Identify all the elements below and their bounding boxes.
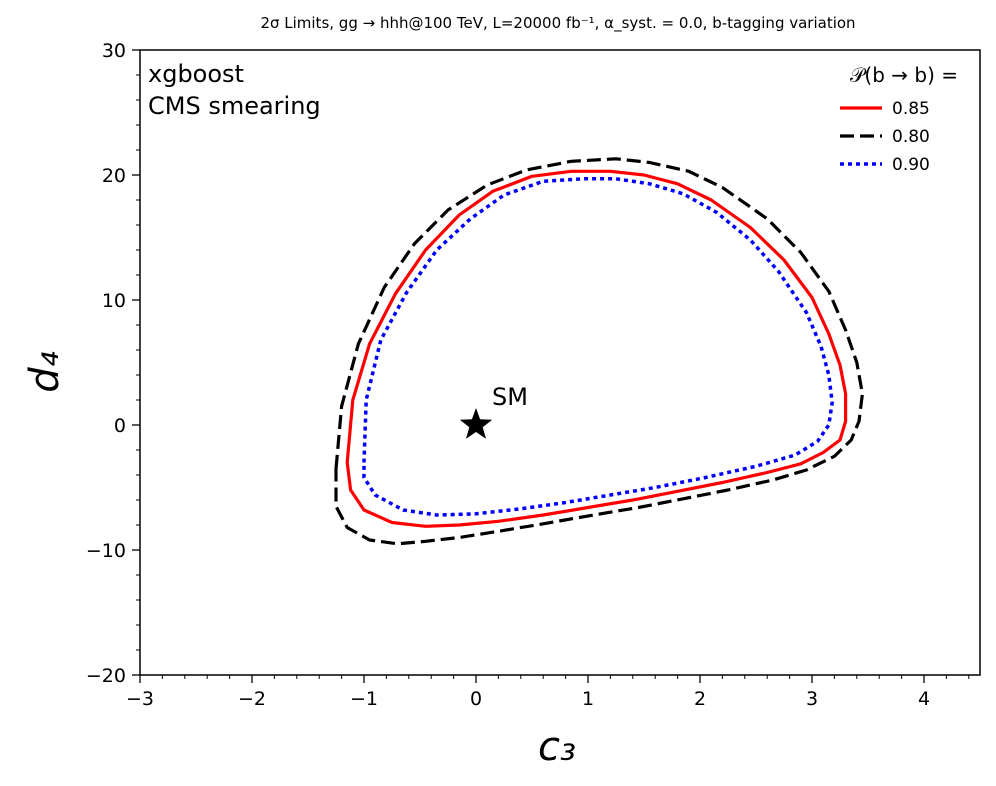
x-tick-label-0: −3 bbox=[126, 688, 154, 710]
annotation-smearing: CMS smearing bbox=[148, 92, 321, 120]
legend-label-0.85: 0.85 bbox=[892, 99, 930, 119]
y-tick-label-0: −20 bbox=[86, 665, 126, 687]
y-tick-label-1: −10 bbox=[86, 540, 126, 562]
x-tick-label-1: −2 bbox=[238, 688, 266, 710]
x-tick-label-5: 2 bbox=[694, 688, 706, 710]
x-tick-label-7: 4 bbox=[918, 688, 930, 710]
x-axis-label: c₃ bbox=[538, 724, 576, 770]
legend-title: 𝒫(b → b) = bbox=[850, 63, 958, 87]
y-axis-label: d₄ bbox=[22, 351, 68, 392]
y-tick-label-5: 30 bbox=[102, 40, 126, 62]
y-tick-label-2: 0 bbox=[114, 415, 126, 437]
legend: 𝒫(b → b) = 0.85 0.80 0.90 bbox=[840, 63, 958, 175]
x-tick-label-2: −1 bbox=[350, 688, 378, 710]
sm-label: SM bbox=[492, 383, 528, 411]
series-line-0.90 bbox=[362, 177, 834, 517]
series-line-0.85 bbox=[345, 169, 848, 528]
series-layer bbox=[334, 157, 864, 546]
x-tick-label-3: 0 bbox=[470, 688, 482, 710]
plot-area bbox=[139, 49, 981, 676]
chart-title: 2σ Limits, gg → hhh@100 TeV, L=20000 fb⁻… bbox=[260, 14, 855, 33]
x-tick-label-6: 3 bbox=[806, 688, 818, 710]
annotation-model: xgboost bbox=[148, 60, 244, 88]
legend-label-0.80: 0.80 bbox=[892, 127, 930, 147]
y-tick-label-3: 10 bbox=[102, 290, 126, 312]
legend-label-0.90: 0.90 bbox=[892, 155, 930, 175]
sm-star-marker bbox=[459, 408, 493, 439]
marker-layer: SM bbox=[459, 383, 528, 439]
x-tick-label-4: 1 bbox=[582, 688, 594, 710]
y-tick-label-4: 20 bbox=[102, 165, 126, 187]
